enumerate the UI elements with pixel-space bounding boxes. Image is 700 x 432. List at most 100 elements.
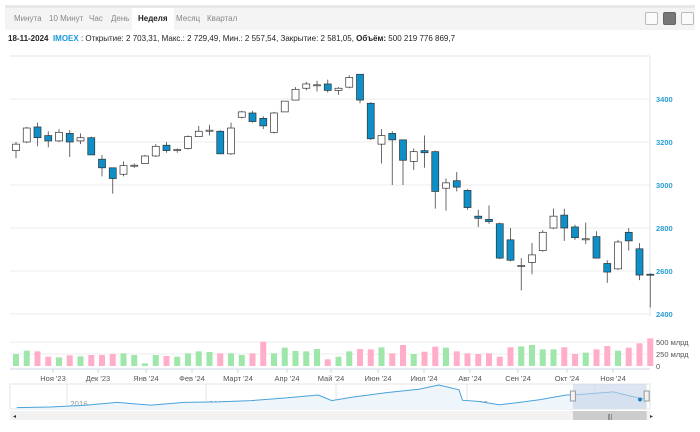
tab-2[interactable]: Час — [89, 14, 103, 23]
candle-body — [194, 130, 203, 137]
volume-bar — [45, 356, 52, 366]
scrollbar-track[interactable] — [10, 411, 650, 420]
info-ticker[interactable]: IMOEX — [52, 34, 79, 43]
volume-bar — [572, 354, 578, 366]
volume-bar — [249, 353, 256, 366]
x-tick-label: Апр '24 — [274, 374, 299, 383]
candle-body — [291, 88, 300, 101]
volume-bar — [378, 347, 385, 366]
navigator-year-label: 2016 — [70, 400, 88, 409]
candle-body — [119, 165, 128, 175]
x-tick-label: Ноя '24 — [600, 374, 626, 383]
candle-body — [248, 112, 257, 122]
sep: : — [78, 34, 86, 43]
volume-bar — [217, 353, 224, 366]
candle-body — [463, 190, 472, 208]
tab-1[interactable]: 10 Минут — [49, 14, 84, 23]
bar-ohlc-icon[interactable] — [681, 12, 694, 25]
volume-bar — [77, 356, 84, 366]
volume-bar — [647, 338, 654, 366]
volume-bar — [66, 355, 73, 366]
candle-body — [302, 83, 311, 89]
candle-body — [603, 263, 612, 273]
volume-tick-label: 250 млрд — [656, 350, 689, 359]
scroll-right-arrow-icon[interactable]: ▸ — [650, 414, 653, 420]
candle-body — [377, 135, 386, 145]
candle-body — [495, 223, 504, 259]
volume-bar — [410, 354, 417, 366]
candle-body — [141, 155, 149, 164]
volume-bar — [335, 356, 342, 366]
candle-body — [399, 139, 407, 161]
candle-body — [538, 231, 547, 251]
volume-bar — [281, 347, 288, 366]
candle-body — [108, 167, 117, 179]
tab-5[interactable]: Месяц — [176, 14, 201, 23]
volume-bar — [152, 355, 159, 366]
volume-bar — [324, 359, 331, 366]
tab-4[interactable]: Неделя — [132, 8, 174, 30]
candle-body — [12, 143, 20, 151]
candle-body — [592, 236, 601, 259]
interval-tabs: Минута 10 Минут Час День Неделя Месяц Квартал — [5, 5, 695, 30]
x-tick-label: Дек '23 — [86, 374, 110, 383]
volume-bar — [142, 363, 148, 366]
x-tick-label: Сен '24 — [505, 374, 531, 383]
volume-bar — [346, 351, 353, 366]
volume-bar — [486, 353, 492, 366]
candle-body — [205, 129, 214, 132]
candle-body — [22, 127, 31, 143]
candle-body — [506, 239, 515, 261]
tab-6[interactable]: Квартал — [207, 14, 238, 23]
volume-bar — [56, 357, 62, 366]
candle-body — [334, 87, 343, 91]
candle-body — [87, 137, 96, 156]
volume-bar — [539, 349, 546, 366]
volume-bar — [636, 343, 643, 366]
volume-bar — [453, 351, 460, 366]
low-label: Мин.: — [222, 34, 243, 43]
candle-body — [485, 219, 493, 222]
high-value: 2 729,49 — [187, 34, 219, 43]
tab-0[interactable]: Минута — [14, 14, 42, 23]
x-tick-label: Авг '24 — [458, 374, 482, 383]
volume-bar — [432, 346, 439, 366]
line-chart-icon[interactable] — [645, 12, 658, 25]
volume-bar — [367, 349, 374, 366]
candle-body — [635, 248, 644, 276]
volume-bar — [443, 347, 449, 366]
candle-body — [517, 265, 526, 267]
candle-body — [270, 112, 278, 133]
y-tick-label: 2600 — [656, 267, 673, 276]
candle-body — [216, 130, 225, 155]
candle-body — [280, 100, 289, 113]
volume-bar — [163, 356, 170, 366]
volume-bar — [593, 349, 600, 366]
y-tick-label: 3400 — [656, 95, 673, 104]
candlestick-icon[interactable] — [663, 12, 676, 25]
tab-3[interactable]: День — [111, 14, 130, 23]
volume-bar — [604, 346, 611, 366]
volume-bar — [357, 349, 363, 366]
scrollbar-thumb[interactable] — [572, 411, 647, 420]
x-tick-label: Ноя '23 — [40, 374, 66, 383]
volume-bar — [475, 354, 482, 366]
navigator-handle[interactable] — [569, 390, 576, 402]
scroll-left-arrow-icon[interactable]: ◂ — [13, 414, 16, 420]
candle-body — [356, 73, 364, 101]
volume-bar — [421, 351, 428, 366]
y-tick-label: 3200 — [656, 138, 673, 147]
volume-bar — [13, 354, 19, 366]
candle-body — [366, 102, 375, 140]
volume-bar — [271, 353, 277, 366]
volume-label: Объём: — [356, 34, 387, 43]
candle-body — [614, 241, 622, 270]
candle-body — [33, 126, 42, 139]
navigator-handle[interactable] — [643, 390, 650, 402]
volume-bar — [561, 347, 568, 366]
candle-body — [560, 214, 569, 229]
candle-body — [76, 137, 85, 142]
candle-body — [323, 83, 332, 91]
volume-bar — [507, 347, 514, 366]
